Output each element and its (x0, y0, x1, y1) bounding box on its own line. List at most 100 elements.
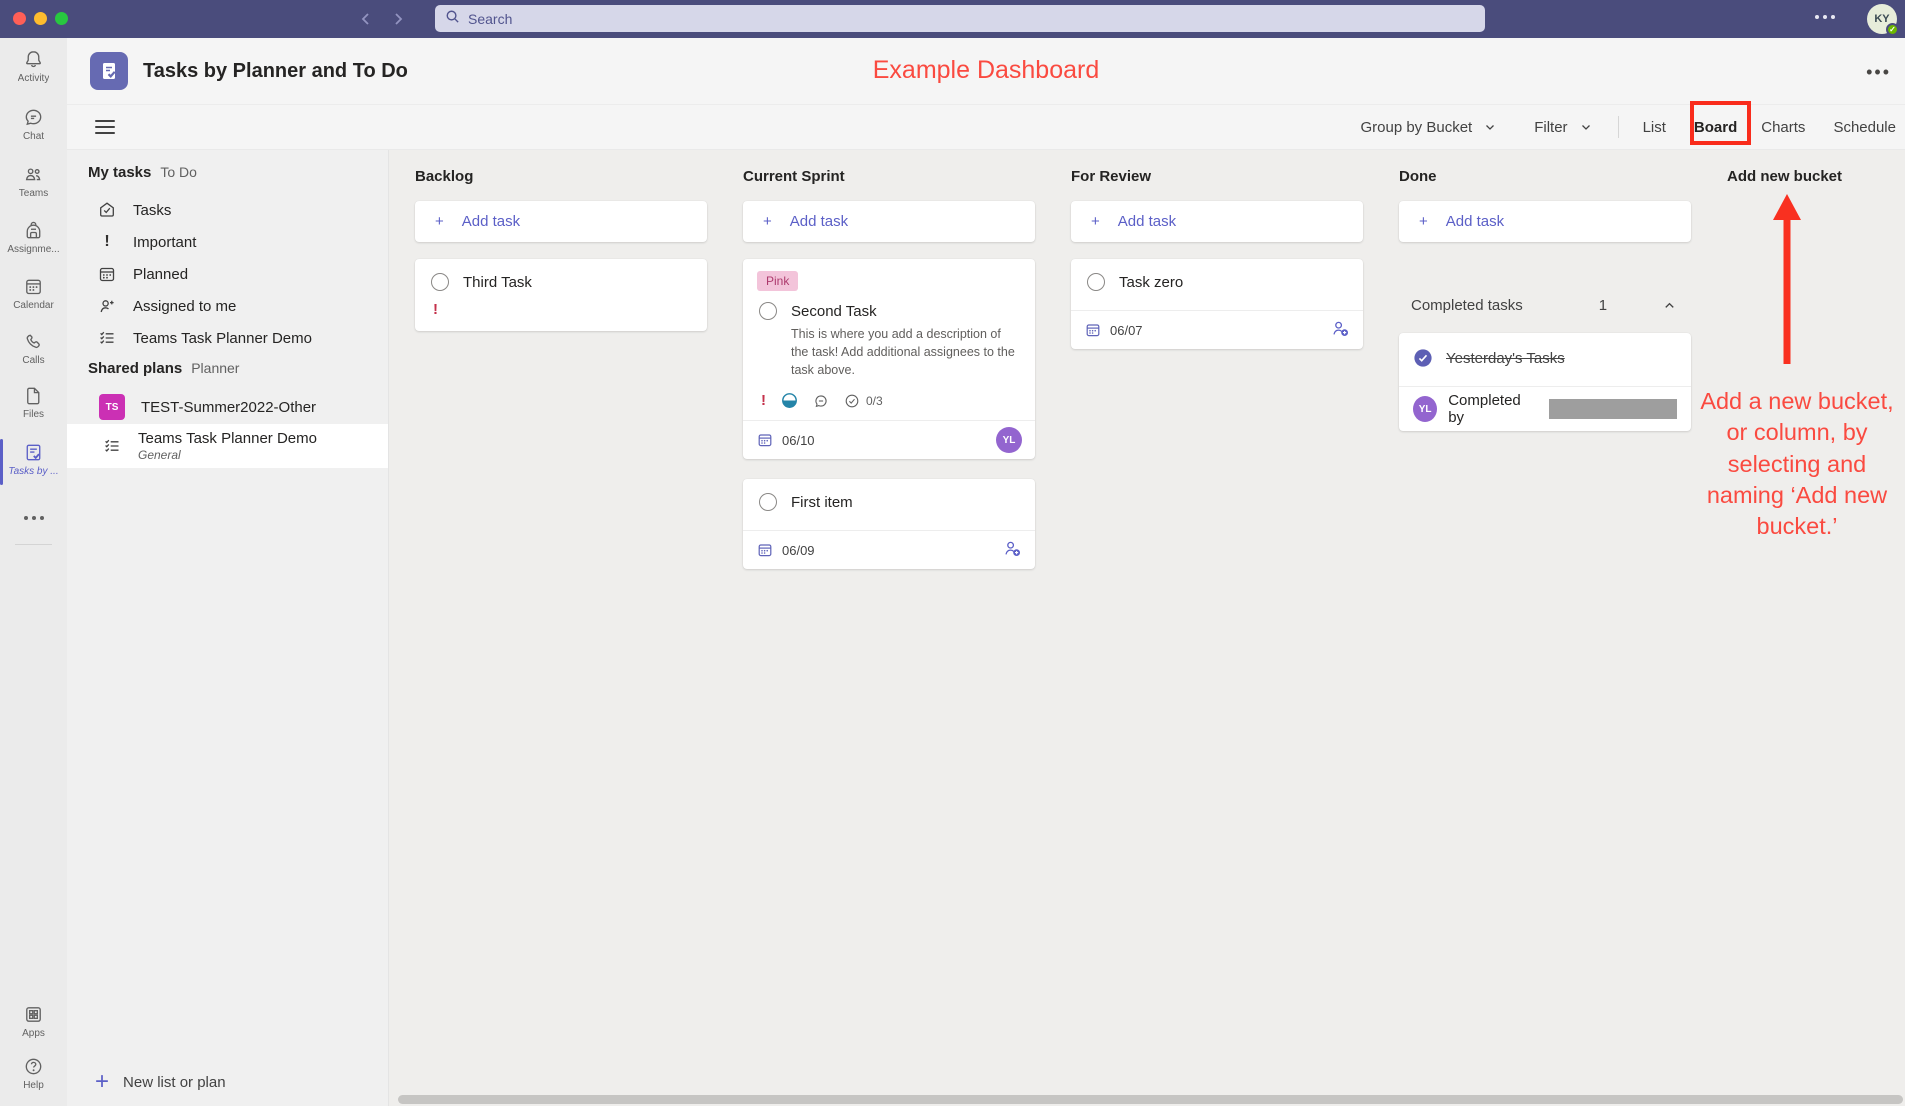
rail-item-calls[interactable]: Calls (0, 330, 67, 380)
checklist-icon (100, 331, 114, 344)
assign-person-icon[interactable] (1002, 538, 1022, 563)
new-list-or-plan-button[interactable]: + New list or plan (95, 1068, 226, 1095)
task-card-first-item[interactable]: First item 06/09 (743, 479, 1035, 570)
app-header: Tasks by Planner and To Do ••• (67, 38, 1905, 105)
filter-dropdown[interactable]: Filter (1534, 119, 1591, 136)
task-checkbox[interactable] (759, 302, 777, 320)
back-icon[interactable] (354, 7, 378, 31)
add-task-button[interactable]: + Add task (743, 201, 1035, 242)
close-window-button[interactable] (13, 12, 26, 25)
completed-check-icon[interactable] (1413, 348, 1433, 368)
task-card-yesterdays-tasks[interactable]: Yesterday's Tasks YL Completed by (1399, 333, 1691, 431)
add-task-button[interactable]: + Add task (1071, 201, 1363, 242)
assign-person-icon[interactable] (1330, 318, 1350, 343)
rail-item-help[interactable]: Help (0, 1055, 67, 1105)
person-assigned-icon (100, 300, 114, 313)
board-column-done: Done + Add task Completed tasks 1 Yester… (1399, 168, 1691, 1106)
search-input[interactable] (468, 10, 1475, 27)
rail-item-activity[interactable]: Activity (0, 48, 67, 98)
due-date-icon (758, 434, 772, 447)
task-checkbox[interactable] (1087, 273, 1105, 291)
app-rail: Activity Chat Teams Assignme... Calendar… (0, 38, 67, 1106)
phone-icon (26, 334, 40, 349)
group-by-dropdown[interactable]: Group by Bucket (1360, 119, 1496, 136)
in-progress-icon (782, 393, 797, 409)
rail-item-calendar[interactable]: Calendar (0, 275, 67, 325)
task-checkbox[interactable] (431, 273, 449, 291)
view-toolbar: Group by Bucket Filter List Board Charts… (67, 105, 1905, 150)
priority-icon: ! (433, 301, 438, 318)
card-divider (1399, 386, 1691, 387)
toolbar-separator (1617, 116, 1619, 138)
task-card-third-task[interactable]: Third Task ! (415, 259, 707, 331)
rail-item-assignments[interactable]: Assignme... (0, 219, 67, 269)
plans-sidebar: My tasks To Do Tasks ! Important Planned… (67, 150, 389, 1106)
sidebar-item-assigned-to-me[interactable]: Assigned to me (67, 290, 388, 322)
tab-board[interactable]: Board (1693, 118, 1738, 136)
plus-icon: + (763, 212, 772, 230)
sidebar-item-tasks[interactable]: Tasks (67, 194, 388, 226)
add-new-bucket-button[interactable]: Add new bucket (1727, 168, 1843, 185)
add-task-button[interactable]: + Add task (1399, 201, 1691, 242)
board-column-current-sprint: Current Sprint + Add task Pink Second Ta… (743, 168, 1035, 1106)
rail-item-apps[interactable]: Apps (0, 1003, 67, 1053)
header-more-icon[interactable]: ••• (1866, 62, 1891, 82)
tab-list[interactable]: List (1642, 118, 1666, 136)
chevron-down-icon (1581, 125, 1590, 130)
assignee-avatar[interactable]: YL (996, 427, 1022, 454)
rail-item-files[interactable]: Files (0, 384, 67, 434)
calendar-icon (26, 279, 41, 295)
card-divider (743, 530, 1035, 532)
rail-item-chat[interactable]: Chat (0, 106, 67, 156)
sidebar-item-important[interactable]: ! Important (67, 226, 388, 258)
due-date: 06/07 (1110, 322, 1143, 338)
rail-item-tasks-by-planner[interactable]: Tasks by ... (0, 439, 67, 491)
topbar-more-icon[interactable] (1815, 15, 1835, 19)
chevron-down-icon (1486, 125, 1495, 130)
avatar-initials: KY (1874, 13, 1890, 25)
card-divider (743, 420, 1035, 422)
forward-icon[interactable] (386, 7, 410, 31)
plus-icon: + (95, 1068, 110, 1095)
minimize-window-button[interactable] (34, 12, 47, 25)
add-task-button[interactable]: + Add task (415, 201, 707, 242)
comment-icon (815, 395, 827, 407)
task-checkbox[interactable] (759, 493, 777, 512)
checklist-icon (105, 439, 119, 452)
kanban-board: Backlog + Add task Third Task ! Current … (389, 150, 1905, 1106)
category-label-pink: Pink (757, 271, 799, 291)
window-controls (13, 12, 68, 25)
rail-item-teams[interactable]: Teams (0, 163, 67, 213)
user-avatar[interactable]: KY ✓ (1867, 4, 1899, 36)
rail-more-icon[interactable] (0, 506, 67, 556)
tab-charts[interactable]: Charts (1761, 118, 1806, 136)
due-date-icon (1086, 324, 1100, 337)
zoom-window-button[interactable] (55, 12, 68, 25)
people-icon (25, 168, 41, 181)
board-column-for-review: For Review + Add task Task zero 06/07 (1071, 168, 1363, 1106)
plus-icon: + (1419, 212, 1428, 230)
sidebar-item-planned[interactable]: Planned (67, 258, 388, 290)
column-title: For Review (1071, 168, 1152, 185)
tasks-clipboard-icon (26, 444, 41, 461)
search-bar[interactable] (435, 5, 1485, 32)
hamburger-menu-icon[interactable] (95, 120, 115, 134)
sidebar-item-teams-task-planner-demo-general[interactable]: Teams Task Planner Demo General (67, 424, 388, 468)
task-card-second-task[interactable]: Pink Second Task This is where you add a… (743, 259, 1035, 460)
tasks-icon (100, 202, 114, 217)
completed-tasks-toggle[interactable]: Completed tasks 1 (1399, 294, 1691, 316)
redacted-name (1549, 399, 1677, 419)
checklist-progress: 0/3 (844, 393, 883, 409)
title-bar: KY ✓ (0, 0, 1905, 38)
sidebar-item-test-summer2022-other[interactable]: TS TEST-Summer2022-Other (67, 390, 388, 424)
tab-schedule[interactable]: Schedule (1833, 118, 1896, 136)
presence-available-icon: ✓ (1886, 23, 1899, 36)
sidebar-item-teams-task-planner-demo[interactable]: Teams Task Planner Demo (67, 322, 388, 354)
chevron-up-icon (1665, 302, 1674, 308)
file-icon (27, 387, 40, 405)
task-card-task-zero[interactable]: Task zero 06/07 (1071, 259, 1363, 349)
page-title: Tasks by Planner and To Do (143, 59, 408, 82)
horizontal-scrollbar[interactable] (398, 1095, 1903, 1104)
search-icon (445, 9, 460, 29)
column-title: Current Sprint (743, 168, 845, 185)
